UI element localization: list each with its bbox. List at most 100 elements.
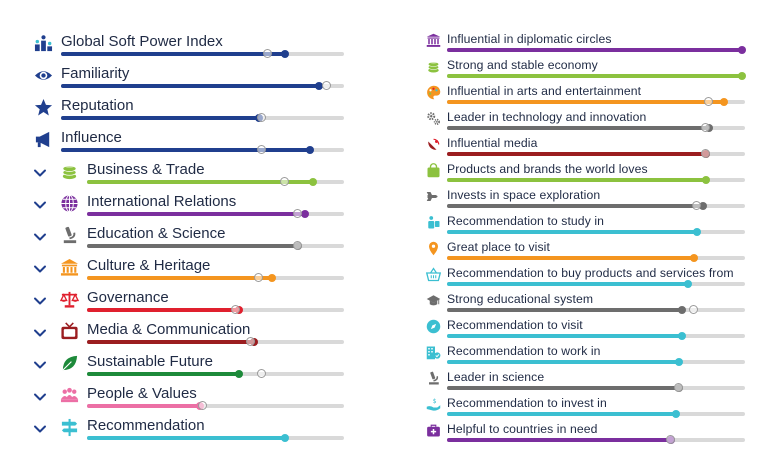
score-bar-fill — [447, 74, 743, 78]
leaf-icon — [60, 354, 79, 373]
chevron-down-icon[interactable] — [33, 166, 47, 180]
pillar-row-education-and-science[interactable]: Education & Science — [0, 222, 380, 254]
previous-score-marker — [246, 337, 256, 346]
chevron-down-icon[interactable] — [33, 198, 47, 212]
score-bar-track — [87, 434, 344, 442]
previous-score-marker — [322, 81, 332, 90]
score-marker[interactable] — [738, 72, 747, 80]
score-marker[interactable] — [268, 274, 277, 282]
row-label: Media & Communication — [87, 321, 251, 338]
chevron-down-icon[interactable] — [33, 262, 47, 276]
score-bar-track — [61, 81, 344, 90]
attribute-row-strong-educational-system: Strong educational system — [420, 290, 768, 316]
score-marker[interactable] — [301, 210, 310, 218]
previous-score-marker — [262, 49, 272, 58]
row-label: Recommendation to visit — [447, 318, 583, 332]
microscope-icon — [426, 371, 441, 386]
pillar-row-sustainable-future[interactable]: Sustainable Future — [0, 350, 380, 382]
chevron-down-icon[interactable] — [33, 294, 47, 308]
score-marker[interactable] — [690, 254, 699, 262]
score-marker[interactable] — [306, 146, 315, 154]
score-marker[interactable] — [280, 50, 289, 58]
score-marker[interactable] — [684, 280, 693, 288]
score-bar-track — [87, 305, 344, 314]
previous-score-marker — [674, 383, 684, 392]
score-bar-fill — [87, 244, 298, 248]
previous-score-marker — [692, 201, 702, 210]
attribute-row-strong-and-stable-economy: Strong and stable economy — [420, 56, 768, 82]
satellite-icon — [426, 137, 441, 152]
graduation-cap-icon — [426, 293, 441, 308]
score-bar-fill — [87, 308, 239, 312]
score-bar-track — [447, 176, 745, 184]
attribute-row-recommendation-to-visit: Recommendation to visit — [420, 316, 768, 342]
score-bar-fill — [447, 204, 704, 208]
score-marker[interactable] — [678, 332, 687, 340]
score-bar-track — [447, 97, 745, 106]
score-bar-track — [447, 435, 745, 444]
pillar-row-media-and-communication[interactable]: Media & Communication — [0, 318, 380, 350]
megaphone-icon — [34, 130, 53, 149]
score-bar-track — [447, 46, 747, 54]
score-marker[interactable] — [693, 228, 702, 236]
score-marker[interactable] — [678, 306, 687, 314]
chevron-down-icon[interactable] — [33, 422, 47, 436]
pillar-row-culture-and-heritage[interactable]: Culture & Heritage — [0, 254, 380, 286]
score-bar-fill — [447, 334, 683, 338]
chevron-down-icon[interactable] — [33, 358, 47, 372]
score-bar-fill — [61, 148, 311, 152]
attribute-row-influential-in-diplomatic-circles: Influential in diplomatic circles — [420, 30, 768, 56]
score-marker[interactable] — [699, 202, 708, 210]
pillar-row-governance[interactable]: Governance — [0, 286, 380, 318]
score-bar-track — [61, 145, 344, 154]
attribute-row-leader-in-technology-and-innovation: Leader in technology and innovation — [420, 108, 768, 134]
score-marker[interactable] — [234, 370, 243, 378]
attribute-row-influential-media: Influential media — [420, 134, 768, 160]
medkit-icon — [426, 423, 441, 438]
score-bar-fill — [447, 308, 683, 312]
globe-icon — [60, 194, 79, 213]
previous-score-marker — [689, 305, 699, 314]
score-bar-track — [447, 149, 745, 158]
chevron-down-icon[interactable] — [33, 326, 47, 340]
score-marker[interactable] — [314, 82, 323, 90]
office-icon — [426, 345, 441, 360]
score-bar-fill — [61, 52, 285, 56]
score-marker[interactable] — [280, 434, 289, 442]
chevron-down-icon[interactable] — [33, 390, 47, 404]
pillar-row-recommendation[interactable]: Recommendation — [0, 414, 380, 446]
pillar-row-international-relations[interactable]: International Relations — [0, 190, 380, 222]
score-bar-track — [87, 241, 344, 250]
pin-icon — [426, 241, 441, 256]
previous-score-marker — [279, 177, 289, 186]
score-bar-fill — [447, 100, 725, 104]
score-marker[interactable] — [702, 176, 711, 184]
row-label: Strong and stable economy — [447, 58, 598, 72]
pillar-row-people-and-values[interactable]: People & Values — [0, 382, 380, 414]
score-bar-fill — [447, 152, 707, 156]
attribute-row-influential-in-arts-and-entertainment: Influential in arts and entertainment — [420, 82, 768, 108]
microscope-icon — [60, 226, 79, 245]
score-marker[interactable] — [672, 410, 681, 418]
score-bar-fill — [447, 360, 680, 364]
score-marker[interactable] — [738, 46, 747, 54]
row-label: Culture & Heritage — [87, 257, 211, 274]
score-bar-track — [87, 273, 344, 282]
row-label: Recommendation to study in — [447, 214, 605, 228]
score-marker[interactable] — [309, 178, 318, 186]
score-bar-fill — [87, 276, 273, 280]
previous-score-marker — [256, 369, 266, 378]
pillar-row-reputation: Reputation — [0, 94, 380, 126]
score-bar-track — [447, 254, 745, 262]
score-bar-fill — [87, 180, 314, 184]
pillar-row-business-and-trade[interactable]: Business & Trade — [0, 158, 380, 190]
score-bar-fill — [447, 412, 677, 416]
score-marker[interactable] — [675, 358, 684, 366]
score-marker[interactable] — [720, 98, 729, 106]
row-label: International Relations — [87, 193, 237, 210]
people-icon — [60, 386, 79, 405]
score-bar-fill — [87, 212, 306, 216]
chevron-down-icon[interactable] — [33, 230, 47, 244]
score-bar-fill — [87, 340, 255, 344]
score-bar-track — [447, 280, 745, 288]
